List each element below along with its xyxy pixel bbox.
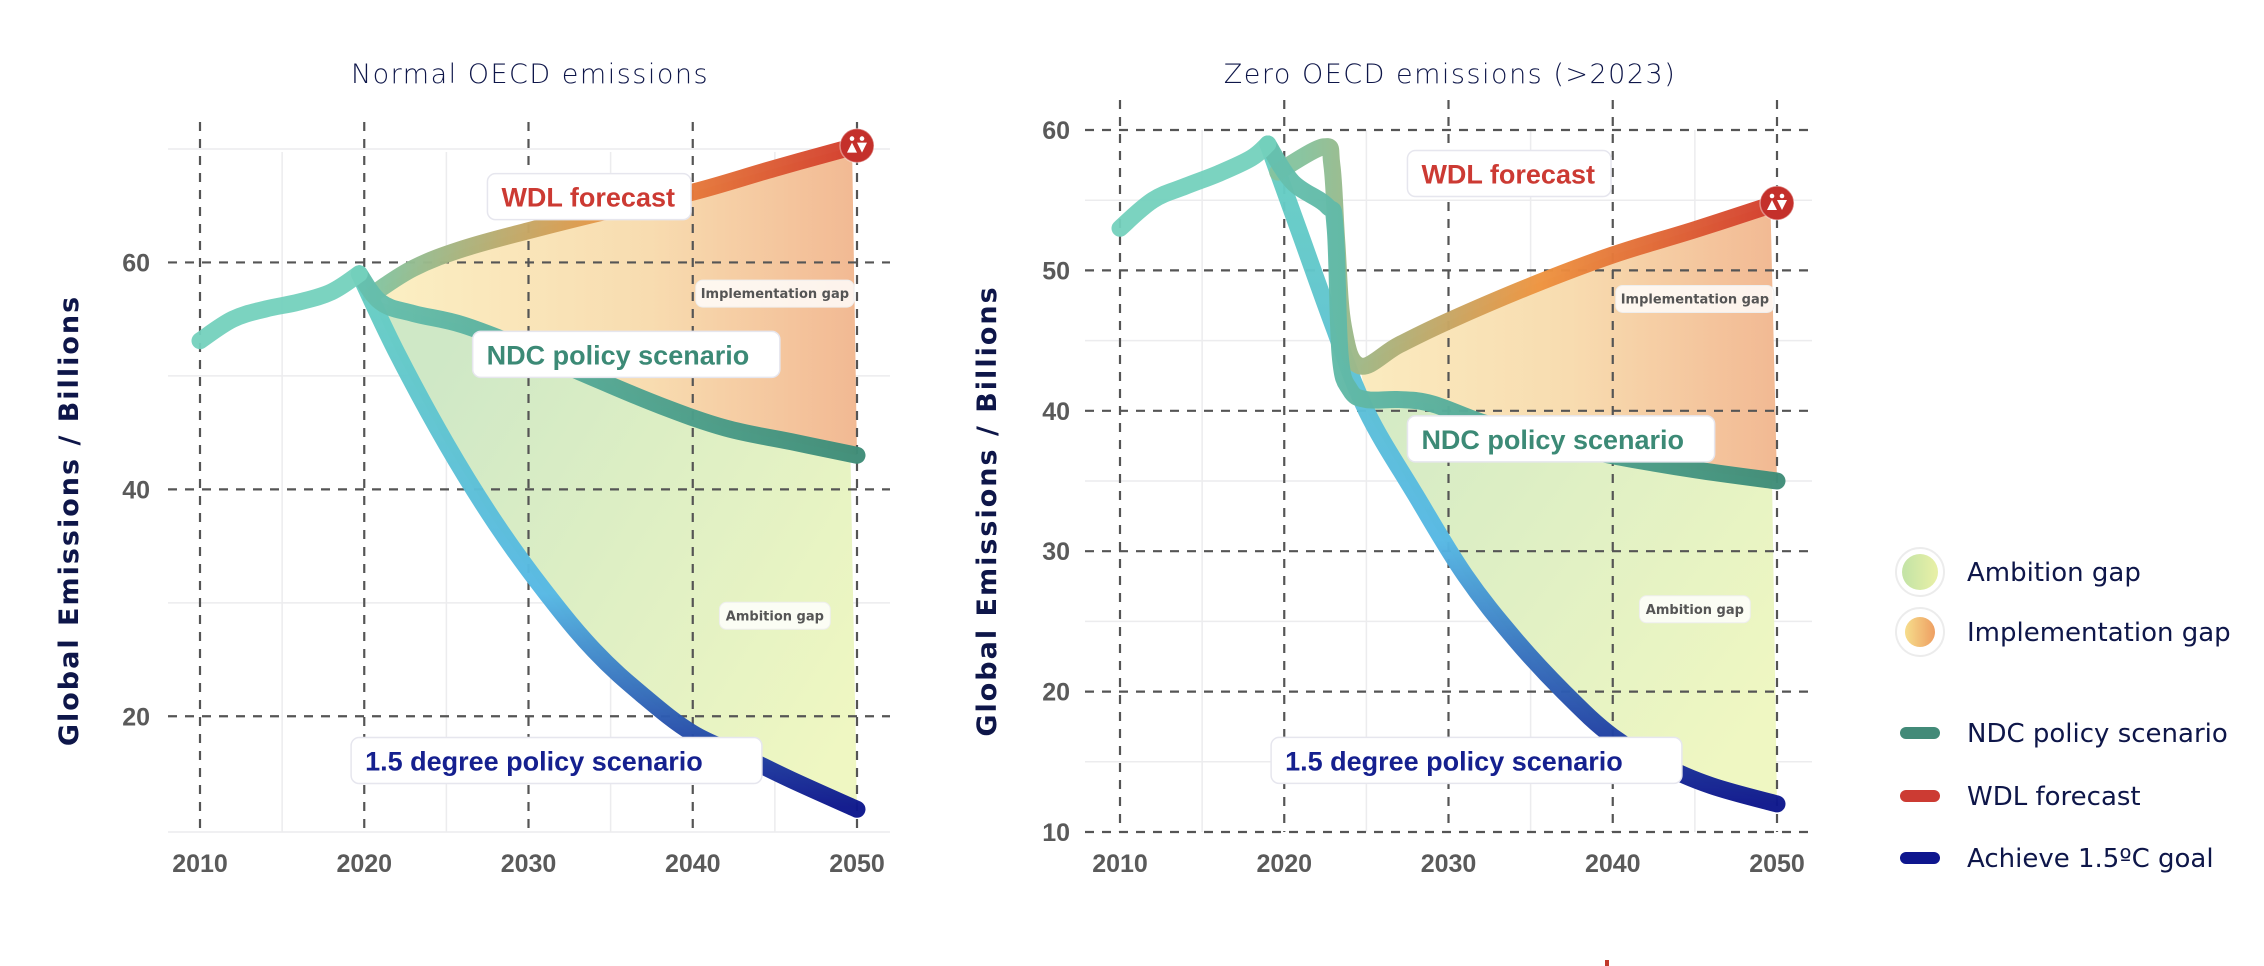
annotation-impl: Implementation gap [695, 279, 855, 308]
y-tick-label: 60 [122, 249, 150, 277]
annotation-ndc: NDC policy scenario [471, 330, 781, 379]
x-tick-label: 2020 [1256, 850, 1312, 878]
x-tick-label: 2040 [665, 850, 721, 878]
annotation-box [695, 279, 855, 308]
person-body [847, 142, 857, 153]
annotation-text: NDC policy scenario [1421, 425, 1684, 455]
annotation-text: Ambition gap [726, 609, 824, 624]
legend-item-p15: Achieve 1.5ºC goal [1900, 844, 2214, 874]
decorative-red-mark [1605, 960, 1609, 966]
annotation-text: NDC policy scenario [487, 340, 750, 370]
person-head [859, 136, 865, 141]
annotation-impl: Implementation gap [1615, 284, 1775, 313]
y-axis-label: Global Emissions / Billions [54, 295, 85, 746]
x-tick-label: 2010 [172, 850, 228, 878]
ambition-gap-area [1353, 389, 1777, 804]
people-icon [1759, 185, 1795, 221]
x-tick-label: 2030 [1421, 850, 1477, 878]
legend-label: NDC policy scenario [1967, 719, 2228, 749]
annotation-amb: Ambition gap [1638, 595, 1751, 624]
annotation-box [471, 330, 781, 379]
annotation-box [350, 736, 763, 785]
people-icon [839, 127, 875, 164]
legend-label: Achieve 1.5ºC goal [1967, 844, 2214, 874]
person-head [1769, 193, 1775, 199]
annotation-amb: Ambition gap [718, 601, 831, 630]
legend-item-amb: Ambition gap [1895, 547, 2141, 597]
person-head [849, 136, 855, 141]
person-head [1779, 193, 1785, 199]
y-tick-label: 40 [1042, 398, 1070, 426]
annotation-text: 1.5 degree policy scenario [1285, 746, 1623, 776]
annotation-text: Ambition gap [1646, 603, 1744, 618]
legend-label: Ambition gap [1967, 558, 2141, 588]
legend-label: WDL forecast [1967, 782, 2141, 812]
annotation-text: Implementation gap [1621, 292, 1769, 307]
series-line-history [191, 265, 368, 350]
annotation-box [486, 172, 692, 221]
annotation-box [718, 601, 831, 630]
x-tick-label: 2040 [1585, 850, 1641, 878]
y-tick-label: 60 [1042, 117, 1070, 145]
y-axis-label: Global Emissions / Billions [972, 285, 1003, 736]
annotation-text: Implementation gap [701, 287, 849, 302]
y-tick-label: 40 [122, 476, 150, 504]
series-line-history [1111, 135, 1277, 237]
annotation-wdl: WDL forecast [486, 172, 692, 221]
annotation-text: 1.5 degree policy scenario [365, 747, 703, 777]
annotation-box [1638, 595, 1751, 624]
annotation-box [1406, 149, 1612, 198]
ambition-gap-area [374, 293, 857, 810]
implementation-gap-area [383, 146, 857, 456]
annotation-p15: 1.5 degree policy scenario [1270, 736, 1683, 785]
legend-item-ndc: NDC policy scenario [1900, 719, 2228, 749]
chart-title: Zero OECD emissions (>2023) [1224, 59, 1677, 90]
x-tick-label: 2050 [829, 850, 885, 878]
y-tick-label: 30 [1042, 538, 1070, 566]
chart-zero-oecd: Zero OECD emissions (>2023) Global Emissi… [972, 59, 1812, 878]
legend-item-wdl: WDL forecast [1900, 782, 2141, 812]
legend-item-impl: Implementation gap [1895, 607, 2231, 657]
x-tick-label: 2020 [336, 850, 392, 878]
x-tick-label: 2050 [1749, 850, 1805, 878]
marker-circle [839, 127, 875, 164]
annotation-ndc: NDC policy scenario [1406, 415, 1716, 463]
y-tick-label: 10 [1042, 819, 1070, 847]
annotation-box [1270, 736, 1683, 785]
y-tick-label: 50 [1042, 257, 1070, 285]
legend: Ambition gap Implementation gap NDC policy… [1895, 547, 2231, 874]
person-body [857, 142, 867, 153]
x-tick-label: 2030 [501, 850, 557, 878]
annotation-p15: 1.5 degree policy scenario [350, 736, 763, 785]
chart-normal-oecd: Normal OECD emissions Global Emissions / … [54, 59, 890, 878]
annotation-box [1406, 415, 1716, 463]
annotation-text: WDL forecast [501, 183, 675, 213]
chart-title: Normal OECD emissions [351, 59, 709, 90]
annotation-box [1615, 284, 1775, 313]
y-tick-label: 20 [122, 703, 150, 731]
annotation-wdl: WDL forecast [1406, 149, 1612, 198]
x-tick-label: 2010 [1092, 850, 1148, 878]
annotation-text: WDL forecast [1421, 160, 1595, 190]
person-body [1767, 200, 1777, 211]
y-tick-label: 20 [1042, 679, 1070, 707]
legend-swatch-impl [1905, 617, 1935, 647]
marker-circle [1759, 185, 1795, 221]
person-body [1777, 200, 1787, 211]
series-line-wdl [1269, 138, 1786, 375]
legend-swatch-amb [1902, 554, 1938, 590]
legend-label: Implementation gap [1967, 618, 2231, 648]
